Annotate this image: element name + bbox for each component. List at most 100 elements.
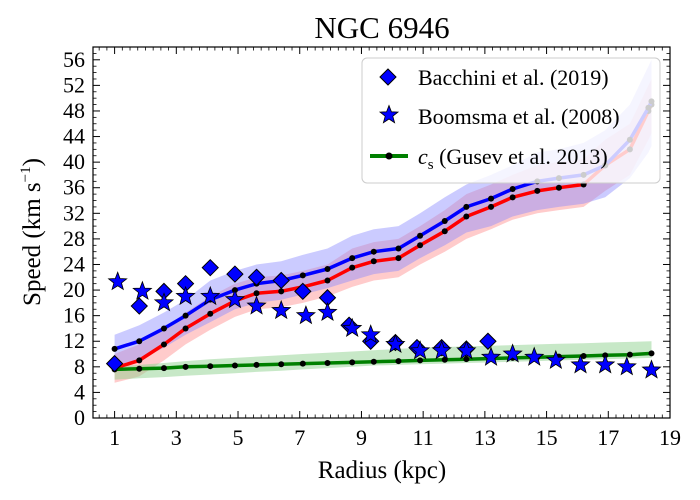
boomsma-point xyxy=(616,356,637,376)
boomsma-point xyxy=(200,285,221,306)
cs-line-point xyxy=(626,351,633,358)
legend-cs-dot xyxy=(385,152,393,160)
blue-line-point xyxy=(488,195,495,202)
boomsma-point xyxy=(342,317,363,338)
red-line-point xyxy=(253,290,260,297)
bacchini-point xyxy=(201,258,219,277)
cs-line-point xyxy=(370,358,377,365)
boomsma-point xyxy=(409,340,431,360)
y-tick-label: 28 xyxy=(63,226,85,251)
boomsma-point xyxy=(480,346,502,366)
red-line-point xyxy=(441,228,448,235)
x-tick-label: 13 xyxy=(474,425,496,450)
x-tick-label: 19 xyxy=(659,425,681,450)
red-line-point xyxy=(488,203,495,210)
y-tick-label: 32 xyxy=(63,200,85,225)
cs-line-point xyxy=(299,360,306,367)
y-tick-label: 56 xyxy=(63,47,85,72)
red-line-point xyxy=(278,288,285,295)
boomsma-point xyxy=(641,359,662,379)
red-line-point xyxy=(509,194,516,201)
red-line-point xyxy=(160,341,167,348)
cs-line-point xyxy=(441,356,448,363)
y-axis-label: Speed (km s−1) xyxy=(18,158,46,306)
x-tick-label: 15 xyxy=(536,425,558,450)
cs-line-point xyxy=(278,361,285,368)
cs-line-point xyxy=(207,363,214,370)
boomsma-point xyxy=(224,289,246,309)
legend-label-cs: cs (Gusev et al. 2013) xyxy=(418,144,608,173)
boomsma-point xyxy=(570,354,591,374)
boomsma-point xyxy=(502,343,523,363)
red-line-point xyxy=(207,310,214,317)
x-tick-label: 3 xyxy=(171,425,182,450)
blue-line-point xyxy=(441,217,448,224)
cs-line-point xyxy=(182,363,189,370)
cs-line-point xyxy=(648,350,655,357)
blue-line-point xyxy=(395,245,402,252)
cs-line-point xyxy=(160,365,167,372)
bacchini-point xyxy=(130,297,148,315)
boomsma-point xyxy=(385,333,406,354)
cs-line-point xyxy=(349,359,356,366)
red-line-point xyxy=(417,242,424,249)
y-tick-label: 0 xyxy=(74,405,85,430)
bacchini-point xyxy=(247,268,266,286)
legend-star-marker xyxy=(378,104,400,124)
blue-line-point xyxy=(182,312,189,319)
x-tick-label: 1 xyxy=(109,425,120,450)
red-line-point xyxy=(463,213,470,220)
blue-line-point xyxy=(160,325,167,332)
y-tick-label: 8 xyxy=(74,354,85,379)
boomsma-point xyxy=(107,271,128,291)
cs-line-point xyxy=(417,357,424,364)
x-axis-label: Radius (kpc) xyxy=(318,457,446,484)
cs-line-point xyxy=(253,361,260,368)
blue-line-point xyxy=(299,272,306,279)
boomsma-point xyxy=(524,346,545,366)
boomsma-point xyxy=(271,299,292,320)
legend-diamond-marker xyxy=(379,68,397,86)
bacchini-point xyxy=(226,265,244,283)
y-tick-label: 12 xyxy=(63,328,85,353)
bacchini-point xyxy=(105,354,124,373)
y-tick-label: 36 xyxy=(63,175,85,200)
legend-frame xyxy=(361,57,661,184)
legend-star-shape xyxy=(378,104,400,124)
x-tick-label: 11 xyxy=(413,425,434,450)
boomsma-point xyxy=(246,295,267,315)
bacchini-point xyxy=(479,332,497,350)
red-line-point xyxy=(395,255,402,262)
red-band xyxy=(114,79,652,383)
blue-line-point xyxy=(509,186,516,193)
boomsma-point xyxy=(132,280,153,300)
y-tick-label: 20 xyxy=(63,277,85,302)
cs-line xyxy=(114,351,652,372)
blue-line-point xyxy=(370,248,377,255)
y-tick-label: 44 xyxy=(63,124,85,149)
blue-line-point xyxy=(324,265,331,272)
boomsma-point xyxy=(595,354,616,374)
data-markers xyxy=(105,258,662,379)
red-line-point xyxy=(370,258,377,265)
boomsma-point xyxy=(545,349,566,370)
legend-label-boomsma: Boomsma et al. (2008) xyxy=(418,104,620,129)
cs-line-point xyxy=(231,362,238,369)
red-line-point xyxy=(555,184,562,191)
chart-title: NGC 6946 xyxy=(314,10,449,45)
boomsma-point xyxy=(295,305,316,325)
boomsma-point xyxy=(153,292,175,312)
cs-line-point xyxy=(324,359,331,366)
bacchini-point xyxy=(294,282,312,301)
cs-line-point xyxy=(463,356,470,363)
boomsma-point xyxy=(431,340,452,360)
boomsma-point xyxy=(317,301,338,322)
x-tick-label: 17 xyxy=(597,425,619,450)
y-tick-label: 48 xyxy=(63,98,85,123)
red-line-point xyxy=(136,357,143,364)
y-tick-label: 16 xyxy=(63,303,85,328)
cs-line-point xyxy=(580,352,587,359)
legend-label-bacchini: Bacchini et al. (2019) xyxy=(418,65,609,90)
x-tick-label: 7 xyxy=(294,425,305,450)
